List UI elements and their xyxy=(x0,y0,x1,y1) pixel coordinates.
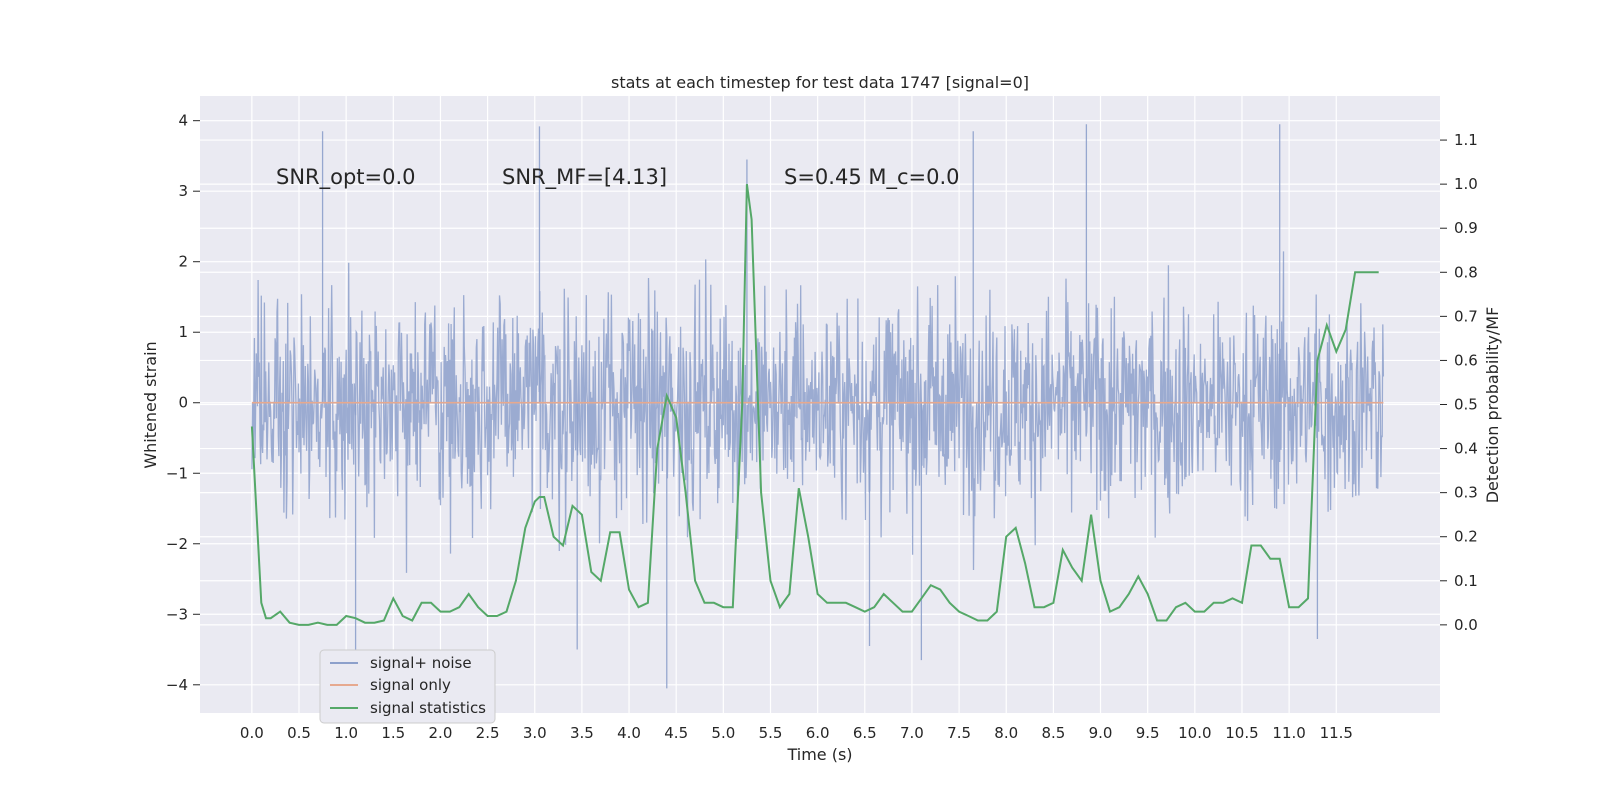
legend-label-signal-statistics: signal statistics xyxy=(370,699,486,717)
series-layer xyxy=(250,183,1384,626)
x-tick-label: 11.5 xyxy=(1320,724,1353,742)
annotation-snr-mf: SNR_MF=[4.13] xyxy=(502,165,667,190)
x-tick-label: 0.5 xyxy=(287,724,311,742)
right-y-tick-label: 0.3 xyxy=(1454,484,1478,502)
right-y-tick-label: 0.1 xyxy=(1454,572,1478,590)
x-tick-label: 1.5 xyxy=(381,724,405,742)
x-tick-label: 10.0 xyxy=(1178,724,1211,742)
x-tick-label: 3.0 xyxy=(523,724,547,742)
right-y-tick-label: 0.0 xyxy=(1454,616,1478,634)
x-tick-label: 6.0 xyxy=(806,724,830,742)
x-axis-label: Time (s) xyxy=(786,745,852,764)
right-y-tick-label: 0.9 xyxy=(1454,219,1478,237)
legend-label-signal-only: signal only xyxy=(370,676,451,694)
x-tick-label: 10.5 xyxy=(1225,724,1258,742)
right-y-tick-label: 1.1 xyxy=(1454,131,1478,149)
left-y-tick-label: 4 xyxy=(178,112,188,130)
x-tick-label: 9.0 xyxy=(1089,724,1113,742)
x-tick-label: 3.5 xyxy=(570,724,594,742)
left-y-tick-label: 3 xyxy=(178,182,188,200)
left-y-tick-label: 0 xyxy=(178,394,188,412)
annotation-snr-opt: SNR_opt=0.0 xyxy=(276,165,416,190)
x-tick-label: 7.5 xyxy=(947,724,971,742)
chart-title: stats at each timestep for test data 174… xyxy=(611,73,1029,92)
left-y-tick-label: 2 xyxy=(178,253,188,271)
x-tick-label: 5.5 xyxy=(759,724,783,742)
x-tick-label: 9.5 xyxy=(1136,724,1160,742)
x-tick-label: 1.0 xyxy=(334,724,358,742)
left-y-tick-label: −3 xyxy=(166,605,188,623)
left-y-tick-label: −2 xyxy=(166,535,188,553)
x-tick-label: 8.0 xyxy=(994,724,1018,742)
x-tick-label: 0.0 xyxy=(240,724,264,742)
x-tick-label: 11.0 xyxy=(1272,724,1305,742)
left-y-tick-label: 1 xyxy=(178,323,188,341)
signal-statistics-line xyxy=(250,183,1379,626)
x-tick-label: 6.5 xyxy=(853,724,877,742)
right-y-tick-label: 0.6 xyxy=(1454,351,1478,369)
x-tick-label: 2.0 xyxy=(429,724,453,742)
x-tick-label: 2.5 xyxy=(476,724,500,742)
x-tick-label: 8.5 xyxy=(1041,724,1065,742)
legend-label-noise: signal+ noise xyxy=(370,654,472,672)
right-y-tick-labels: 0.0 0.1 0.2 0.3 0.4 0.5 0.6 0.7 0.8 0.9 1.0 1.1 xyxy=(1440,131,1478,634)
right-y-tick-label: 1.0 xyxy=(1454,175,1478,193)
right-y-tick-label: 0.7 xyxy=(1454,307,1478,325)
x-tick-label: 4.0 xyxy=(617,724,641,742)
x-tick-label: 5.0 xyxy=(711,724,735,742)
x-tick-label: 7.0 xyxy=(900,724,924,742)
left-y-axis-label: Whitened strain xyxy=(141,341,160,468)
right-y-axis-label: Detection probability/MF xyxy=(1483,307,1502,504)
legend-frame xyxy=(319,649,496,724)
x-tick-label: 4.5 xyxy=(664,724,688,742)
annotations: SNR_opt=0.0 SNR_MF=[4.13] S=0.45 M_c=0.0 xyxy=(276,165,960,190)
left-y-tick-label: −1 xyxy=(166,464,188,482)
right-y-tick-label: 0.5 xyxy=(1454,396,1478,414)
annotation-s-mc: S=0.45 M_c=0.0 xyxy=(784,165,960,190)
legend: signal+ noise signal only signal statist… xyxy=(319,649,496,724)
right-y-tick-label: 0.8 xyxy=(1454,263,1478,281)
right-y-tick-label: 0.2 xyxy=(1454,528,1478,546)
left-y-tick-labels: −4 −3 −2 −1 0 1 2 3 4 xyxy=(166,112,200,694)
x-tick-labels: 0.0 0.5 1.0 1.5 2.0 2.5 3.0 3.5 4.0 4.5 5.0 5.5 6.0 6… xyxy=(240,724,1353,742)
right-y-tick-label: 0.4 xyxy=(1454,440,1478,458)
left-y-tick-label: −4 xyxy=(166,676,188,694)
